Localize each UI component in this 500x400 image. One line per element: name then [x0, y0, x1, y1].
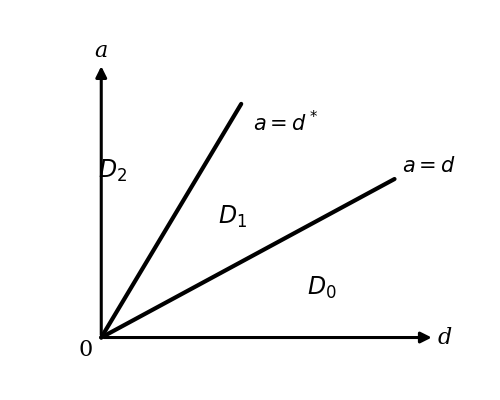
Text: $a=d$: $a=d$	[402, 156, 456, 176]
Text: $a=d^*$: $a=d^*$	[253, 110, 318, 135]
Text: $D_2$: $D_2$	[98, 158, 128, 184]
Text: d: d	[437, 326, 452, 348]
Text: $D_1$: $D_1$	[218, 204, 248, 230]
Text: $D_0$: $D_0$	[308, 275, 337, 301]
Text: a: a	[94, 40, 108, 62]
Text: 0: 0	[78, 339, 93, 361]
